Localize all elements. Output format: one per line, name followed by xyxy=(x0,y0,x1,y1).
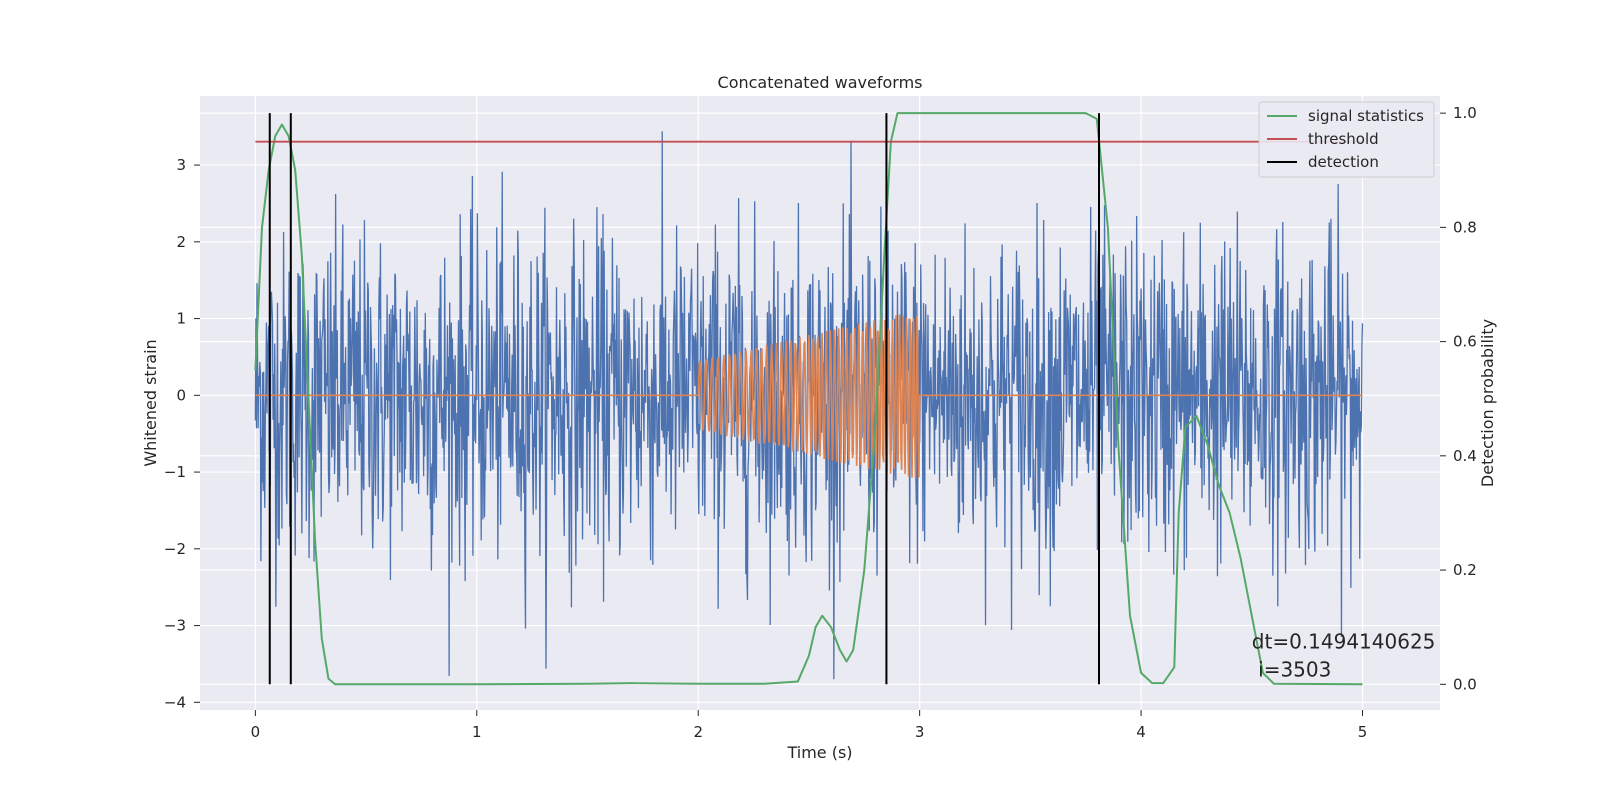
injected-signal-line xyxy=(255,314,1363,479)
x-tick-label: 5 xyxy=(1358,723,1368,741)
annotation-i: i=3503 xyxy=(1252,658,1332,682)
y-tick-label: −4 xyxy=(164,693,186,711)
y-tick-label: −3 xyxy=(164,617,186,635)
y-right-tick-label: 0.6 xyxy=(1453,333,1477,351)
x-axis-label: Time (s) xyxy=(786,743,852,762)
ticks-layer: 0 1 2 3 4 5 −4 −3 −2 −1 0 1 2 3 0.0 0.2 0.4 0.6 0.8 1.0 xyxy=(164,104,1477,741)
y-right-tick-label: 1.0 xyxy=(1453,104,1477,122)
y-axis-label: Whitened strain xyxy=(141,339,160,466)
chart-title: Concatenated waveforms xyxy=(718,73,923,92)
y-right-tick-label: 0.8 xyxy=(1453,218,1477,236)
signal-statistics-line xyxy=(254,112,1363,686)
legend-label-signal-statistics: signal statistics xyxy=(1308,107,1424,125)
legend-label-detection: detection xyxy=(1308,153,1379,171)
y-tick-label: 3 xyxy=(176,156,186,174)
x-tick-label: 1 xyxy=(472,723,482,741)
annotation-dt: dt=0.1494140625 xyxy=(1252,630,1436,654)
x-tick-label: 2 xyxy=(693,723,703,741)
legend-label-threshold: threshold xyxy=(1308,130,1379,148)
y-tick-label: 2 xyxy=(176,233,186,251)
y-tick-label: −1 xyxy=(164,463,186,481)
y-right-tick-label: 0.4 xyxy=(1453,447,1477,465)
y-right-tick-label: 0.0 xyxy=(1453,675,1477,693)
legend: signal statistics threshold detection xyxy=(1258,101,1435,178)
y-right-tick-label: 0.2 xyxy=(1453,561,1477,579)
x-tick-label: 3 xyxy=(915,723,925,741)
y-tick-label: 1 xyxy=(176,310,186,328)
x-tick-label: 0 xyxy=(251,723,261,741)
y-tick-label: −2 xyxy=(164,540,186,558)
series-layer xyxy=(254,112,1364,686)
x-tick-label: 4 xyxy=(1136,723,1146,741)
whitened-strain-line xyxy=(254,131,1364,680)
y-tick-label: 0 xyxy=(176,386,186,404)
y-axis-right-label: Detection probability xyxy=(1478,319,1497,487)
legend-box xyxy=(1258,101,1435,178)
